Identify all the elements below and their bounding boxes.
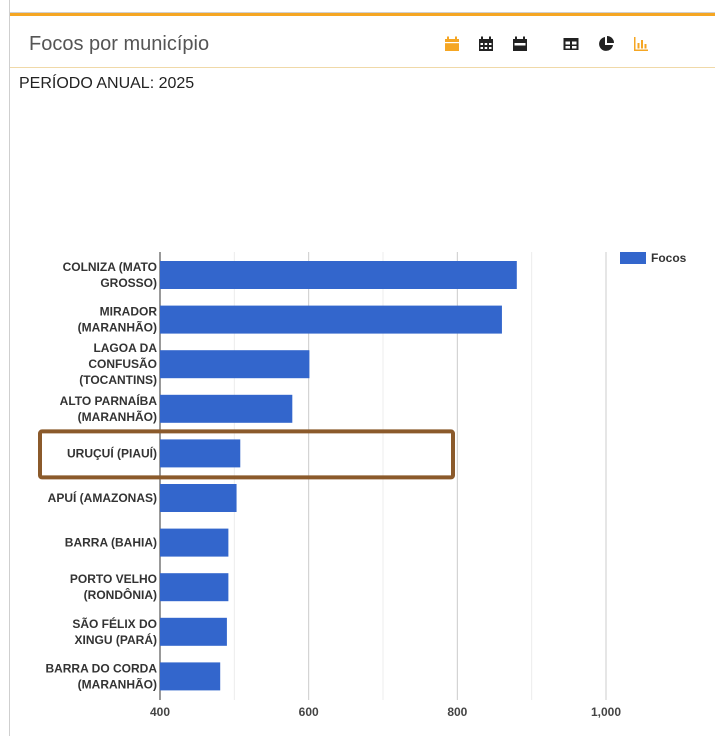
category-label: (RONDÔNIA) [84,587,157,602]
bar[interactable] [160,528,229,557]
highlight-box [38,429,455,480]
bar-chart-icon[interactable] [632,35,650,53]
chart-legend: Focos [620,251,687,265]
category-label: COLNIZA (MATO [63,260,157,274]
category-label: GROSSO) [100,276,157,290]
period-label: PERÍODO ANUAL: 2025 [19,75,195,92]
calendar-week-icon[interactable] [511,35,529,53]
x-tick-label: 600 [299,705,319,719]
calendar-icon[interactable] [443,35,461,53]
bar[interactable] [160,261,517,289]
bar[interactable] [160,484,237,512]
calendar-month-icon[interactable] [477,35,495,53]
category-label: (MARANHÃO) [78,320,157,335]
panel-accent-bar [10,13,715,16]
category-label: URUÇUÍ (PIAUÍ) [67,445,157,460]
category-label: MIRADOR [100,305,158,319]
table-icon[interactable] [562,35,580,53]
category-label: XINGU (PARÁ) [75,632,157,647]
category-label: APUÍ (AMAZONAS) [48,490,157,505]
category-label: ALTO PARNAÍBA [60,393,158,408]
bar[interactable] [160,394,293,423]
x-tick-label: 800 [447,705,467,719]
panel-header: Focos por município [10,16,715,68]
bar[interactable] [160,662,221,691]
bar[interactable] [160,617,227,646]
category-label: (MARANHÃO) [78,676,157,691]
category-label: SÃO FÉLIX DO [72,616,157,631]
chart-x-tick-labels: 400 600 800 1,000 [150,705,621,719]
category-label: (MARANHÃO) [78,409,157,424]
category-label: CONFUSÃO [88,356,157,371]
legend-swatch [620,252,646,264]
bar[interactable] [160,305,502,334]
bar[interactable] [160,573,229,602]
category-label: LAGOA DA [93,341,157,355]
x-tick-label: 400 [150,705,170,719]
chart-bars [160,261,517,691]
window-top-strip [10,0,715,13]
x-tick-label: 1,000 [591,705,621,719]
category-label: BARRA DO CORDA [45,661,157,675]
category-label: PORTO VELHO [70,572,157,586]
legend-label: Focos [651,251,687,265]
pie-chart-icon[interactable] [597,35,615,53]
chart-category-labels: COLNIZA (MATOGROSSO)MIRADOR(MARANHÃO)LAG… [45,260,157,691]
category-label: BARRA (BAHIA) [65,536,157,550]
panel-title: Focos por município [29,33,210,55]
category-label: (TOCANTINS) [79,373,157,387]
bar[interactable] [160,350,310,379]
window-left-border [0,0,10,736]
chart-highlight [38,429,455,480]
bar[interactable] [160,439,241,468]
